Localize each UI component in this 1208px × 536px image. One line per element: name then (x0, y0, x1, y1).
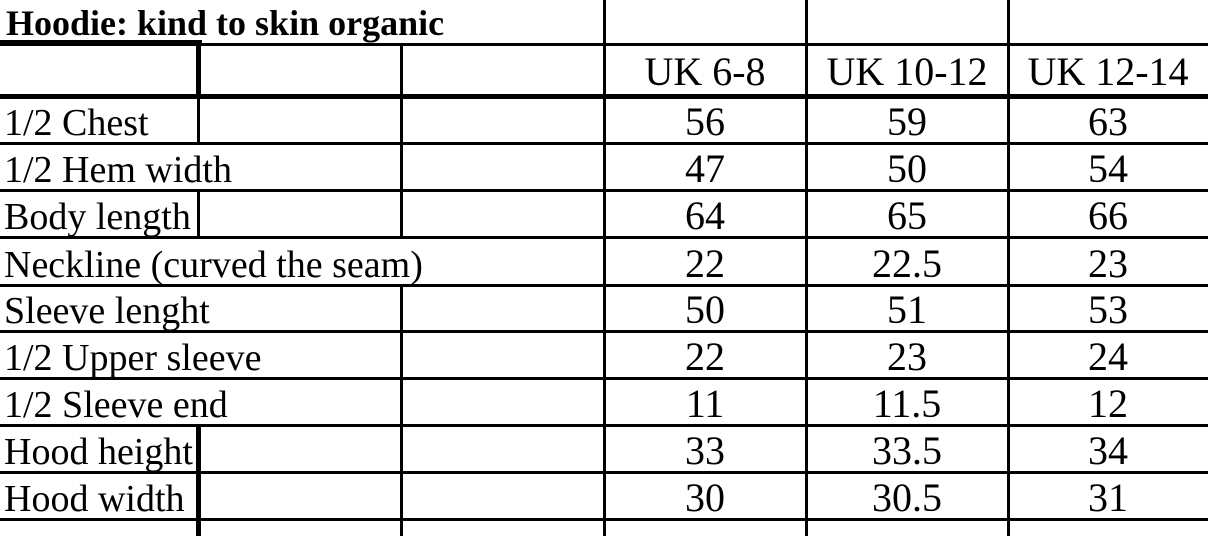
grid-line-v (400, 43, 403, 239)
col-header-uk-6-8: UK 6-8 (644, 49, 766, 94)
cell-value: 56 (685, 99, 725, 144)
cell-value: 33 (685, 428, 725, 473)
col-header-uk-12-14: UK 12-14 (1027, 49, 1189, 94)
row-label-half-upper-sleeve: 1/2 Upper sleeve (4, 337, 262, 379)
cell-value: 66 (1088, 193, 1128, 238)
cell-value: 23 (1088, 241, 1128, 286)
cell-value: 59 (887, 99, 927, 144)
cell-value: 64 (685, 193, 725, 238)
grid-line-v (805, 0, 808, 536)
grid-line-v (400, 284, 403, 536)
grid-line-v (1007, 0, 1010, 536)
cell-value: 23 (887, 334, 927, 379)
cell-value: 31 (1088, 475, 1128, 520)
grid-line-v (603, 0, 606, 536)
cell-value: 51 (887, 287, 927, 332)
row-label-half-chest: 1/2 Chest (4, 102, 149, 144)
cell-value: 33.5 (872, 428, 942, 473)
grid-line-v (196, 40, 201, 99)
table-title: Hoodie: kind to skin organic (6, 3, 445, 43)
row-label-sleeve-length: Sleeve lenght (4, 290, 210, 332)
cell-value: 12 (1088, 381, 1128, 426)
cell-value: 22.5 (872, 241, 942, 286)
cell-value: 50 (685, 287, 725, 332)
grid-line-v (196, 424, 201, 536)
cell-value: 65 (887, 193, 927, 238)
cell-value: 30 (685, 475, 725, 520)
row-label-half-hem-width: 1/2 Hem width (4, 149, 232, 191)
col-header-uk-10-12: UK 10-12 (826, 49, 988, 94)
grid-line-v (197, 94, 200, 145)
cell-value: 22 (685, 241, 725, 286)
row-label-hood-height: Hood height (4, 431, 193, 473)
cell-value: 47 (685, 146, 725, 191)
row-label-hood-width: Hood width (4, 478, 185, 520)
cell-value: 11.5 (872, 381, 942, 426)
grid-line-h (0, 40, 202, 46)
grid-line-v (197, 189, 200, 239)
grid-line-h (200, 43, 1208, 46)
cell-value: 54 (1088, 146, 1128, 191)
cell-value: 11 (685, 381, 725, 426)
row-label-half-sleeve-end: 1/2 Sleeve end (4, 384, 228, 426)
cell-value: 34 (1088, 428, 1128, 473)
cell-value: 53 (1088, 287, 1128, 332)
cell-value: 24 (1088, 334, 1128, 379)
row-label-neckline: Neckline (curved the seam) (4, 244, 423, 286)
cell-value: 50 (887, 146, 927, 191)
row-label-body-length: Body length (4, 196, 191, 238)
cell-value: 22 (685, 334, 725, 379)
cell-value: 30.5 (872, 475, 942, 520)
cell-value: 63 (1088, 99, 1128, 144)
